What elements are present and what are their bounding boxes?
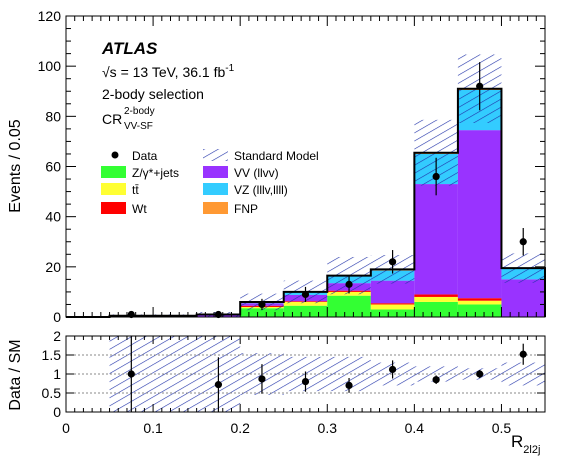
x-tick-label-4: 0.4 <box>405 420 425 436</box>
legend-entry-vz: VZ (lllv,llll) <box>203 183 288 197</box>
bar-2-bin-7 <box>370 303 415 305</box>
ratio-panel: 0 0.5 1 1.5 2 0 0.1 0.2 0.3 0.4 0.5 Data / SM R2l… <box>7 328 546 456</box>
y-axis-ticks: 0 20 40 60 80 100 120 <box>38 8 545 325</box>
bar-3-bin-10 <box>501 279 545 317</box>
ratio-point-3 <box>301 378 310 386</box>
y-tick-label-5: 100 <box>38 58 62 74</box>
x-tick-label-3: 0.3 <box>318 420 338 436</box>
legend-swatch-vz <box>203 183 228 195</box>
x-axis-label: R2l2j <box>511 432 540 456</box>
ratio-point-4 <box>345 381 353 389</box>
legend-label-zjets: Z/γ*+jets <box>132 166 179 180</box>
legend-entry-zjets: Z/γ*+jets <box>101 166 179 180</box>
y-tick-label-0: 0 <box>53 309 61 325</box>
ratio-y-tick-label-3: 1.5 <box>42 347 62 363</box>
y-tick-label-2: 40 <box>45 209 61 225</box>
bar-2-bin-8 <box>414 294 458 297</box>
ratio-point-5 <box>388 365 397 374</box>
bar-3-bin-8 <box>414 184 458 295</box>
legend-swatch-ttbar <box>101 183 126 195</box>
legend-entry-data: Data <box>111 149 158 163</box>
legend-swatch-vv <box>203 166 228 178</box>
x-axis-ticks-upper <box>65 16 537 317</box>
bar-0-bin-7 <box>370 309 415 317</box>
experiment-label: ATLAS <box>101 39 158 58</box>
data-point-6 <box>432 172 440 181</box>
ratio-points <box>127 336 527 412</box>
bar-1-bin-7 <box>370 304 415 310</box>
data-point-7 <box>476 82 484 90</box>
ratio-point-0 <box>127 370 135 378</box>
legend: Data Z/γ*+jets tt̄ Wt Standard Model VV … <box>101 149 319 216</box>
selection-label: 2-body selection <box>102 86 204 102</box>
bar-0-bin-5 <box>283 305 328 317</box>
bar-3-bin-7 <box>370 280 415 304</box>
legend-swatch-wt <box>101 202 126 214</box>
bar-3-bin-9 <box>457 130 502 299</box>
ratio-y-tick-label-0: 0 <box>53 404 61 420</box>
x-tick-label-5: 0.5 <box>492 420 512 436</box>
data-point-2 <box>258 300 266 309</box>
energy-lumi-label: √s = 13 TeV, 36.1 fb-1 <box>102 63 235 80</box>
x-tick-label-2: 0.2 <box>230 420 250 436</box>
main-panel: 0 20 40 60 80 100 120 Events / 0.05 ATLAS √s =… <box>7 8 546 325</box>
ratio-point-6 <box>432 376 440 384</box>
legend-label-wt: Wt <box>132 202 147 216</box>
legend-swatch-fnp <box>203 202 228 214</box>
ratio-band-bin-8 <box>414 366 458 382</box>
ratio-point-2 <box>258 375 266 383</box>
data-point-4 <box>345 280 353 288</box>
ratio-y-axis-ticks: 0 0.5 1 1.5 2 <box>42 328 545 420</box>
ratio-point-8 <box>519 350 527 358</box>
y-axis-label: Events / 0.05 <box>7 119 24 212</box>
legend-data-marker <box>111 151 119 159</box>
ratio-y-tick-label-2: 1 <box>53 366 61 382</box>
legend-label-vz: VZ (lllv,llll) <box>234 183 288 197</box>
data-points <box>127 62 527 319</box>
legend-swatch-sm <box>203 149 228 161</box>
ratio-y-tick-label-1: 0.5 <box>42 385 62 401</box>
ratio-point-7 <box>476 370 484 378</box>
region-subscript: VV-SF <box>124 121 153 132</box>
data-point-3 <box>301 290 310 299</box>
legend-label-vv: VV (llvv) <box>234 166 279 180</box>
data-point-1 <box>214 310 223 319</box>
ratio-y-axis-label: Data / SM <box>7 339 24 410</box>
legend-entry-vv: VV (llvv) <box>203 166 279 180</box>
y-tick-label-3: 60 <box>45 159 61 175</box>
data-point-0 <box>127 310 135 319</box>
legend-swatch-zjets <box>101 166 126 178</box>
ratio-y-tick-label-4: 2 <box>53 328 61 344</box>
legend-entry-fnp: FNP <box>203 202 258 216</box>
legend-label-data: Data <box>132 149 158 163</box>
x-tick-label-0: 0 <box>62 420 70 436</box>
legend-entry-ttbar: tt̄ <box>101 183 139 197</box>
legend-label-fnp: FNP <box>234 202 258 216</box>
legend-label-sm: Standard Model <box>234 149 319 163</box>
x-axis-ticks: 0 0.1 0.2 0.3 0.4 0.5 <box>62 336 537 436</box>
bar-1-bin-9 <box>457 300 502 305</box>
bar-0-bin-4 <box>240 308 284 317</box>
y-tick-label-1: 20 <box>45 259 61 275</box>
bar-1-bin-5 <box>283 301 328 306</box>
bar-0-bin-8 <box>414 301 458 317</box>
legend-entry-wt: Wt <box>101 202 147 216</box>
x-tick-label-1: 0.1 <box>143 420 163 436</box>
data-point-8 <box>519 238 527 246</box>
bar-0-bin-9 <box>457 304 502 317</box>
legend-entry-sm: Standard Model <box>203 149 319 163</box>
bar-0-bin-6 <box>327 295 371 317</box>
region-superscript: 2-body <box>124 106 155 117</box>
region-label: CR <box>102 111 122 127</box>
y-tick-label-6: 120 <box>38 8 62 24</box>
ratio-point-1 <box>214 381 223 389</box>
y-tick-label-4: 80 <box>45 108 61 124</box>
legend-label-ttbar: tt̄ <box>132 183 139 197</box>
bar-2-bin-9 <box>457 298 502 301</box>
bar-1-bin-8 <box>414 296 458 302</box>
data-point-5 <box>388 258 397 266</box>
